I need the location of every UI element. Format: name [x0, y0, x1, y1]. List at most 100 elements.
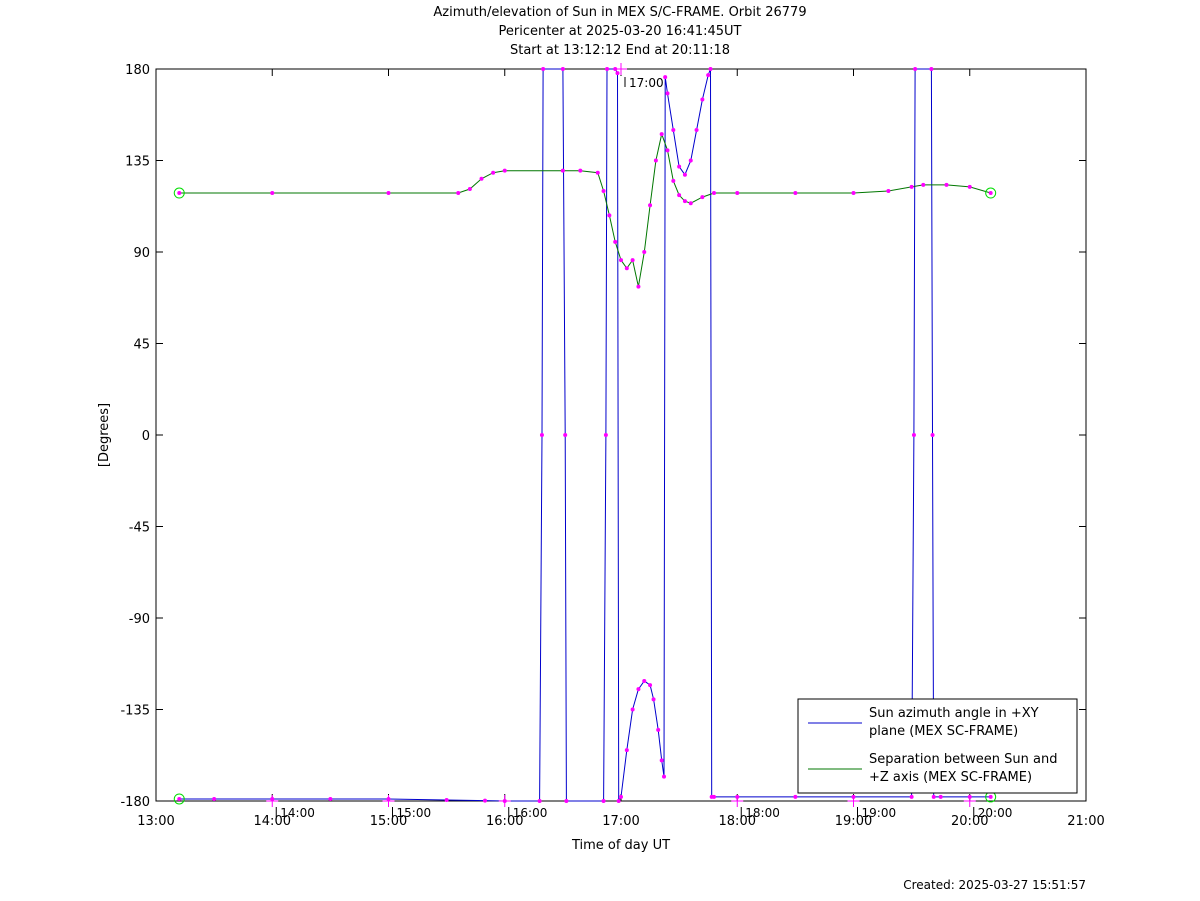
- hour-marker-label: 18:00: [745, 806, 780, 820]
- azimuth-data-point: [706, 73, 711, 78]
- azimuth-data-point: [913, 67, 918, 71]
- legend-label-separation-line2: +Z axis (MEX SC-FRAME): [869, 770, 1032, 785]
- azimuth-data-point: [930, 433, 935, 437]
- azimuth-data-point: [563, 433, 568, 437]
- separation-data-point: [479, 176, 484, 181]
- azimuth-data-point: [560, 67, 565, 71]
- separation-data-point: [665, 148, 670, 153]
- hour-marker-label: 20:00: [978, 806, 1013, 820]
- legend-label-azimuth-line1: Sun azimuth angle in +XY: [869, 706, 1039, 721]
- azimuth-data-point: [663, 75, 668, 80]
- separation-data-point: [595, 170, 600, 175]
- azimuth-data-point: [708, 67, 713, 71]
- azimuth-data-point: [624, 748, 629, 753]
- azimuth-data-point: [482, 798, 487, 803]
- azimuth-data-point: [988, 794, 993, 799]
- y-tick-label: 0: [142, 429, 150, 444]
- azimuth-data-point: [911, 433, 916, 437]
- hour-marker-label: 14:00: [280, 806, 315, 820]
- x-tick-label: 18:00: [719, 814, 756, 829]
- azimuth-data-point: [938, 794, 943, 799]
- azimuth-data-point: [615, 71, 620, 76]
- azimuth-data-point: [793, 794, 798, 799]
- separation-data-point: [909, 184, 914, 189]
- separation-data-point: [793, 191, 798, 196]
- y-tick-label: -180: [120, 795, 150, 810]
- azimuth-data-point: [564, 799, 569, 803]
- separation-data-point: [653, 158, 658, 163]
- separation-data-point: [491, 170, 496, 175]
- y-tick-label: -45: [129, 521, 150, 536]
- hour-marker-label: 17:00: [629, 76, 664, 90]
- azimuth-data-point: [665, 91, 670, 96]
- separation-data-point: [659, 132, 664, 137]
- azimuth-data-point: [444, 797, 449, 802]
- azimuth-data-point: [539, 433, 544, 437]
- separation-data-point: [886, 189, 891, 193]
- separation-data-point: [682, 199, 687, 204]
- azimuth-data-point: [603, 433, 608, 437]
- separation-data-point: [944, 182, 949, 187]
- y-tick-label: -90: [129, 612, 150, 627]
- azimuth-endpoint-marker: [173, 793, 185, 805]
- separation-data-point: [630, 258, 635, 263]
- chart-subtitle-range: Start at 13:12:12 End at 20:11:18: [509, 43, 731, 58]
- separation-data-point: [560, 168, 565, 173]
- separation-data-point: [921, 182, 926, 187]
- azimuth-data-point: [700, 97, 705, 102]
- azimuth-data-point: [541, 67, 546, 71]
- series-line-azimuth: [179, 68, 991, 803]
- plot-frame: [155, 68, 1087, 802]
- azimuth-data-point: [619, 794, 623, 799]
- azimuth-data-point: [712, 794, 716, 799]
- x-axis-label: Time of day UT: [571, 838, 670, 853]
- hour-marker-label: 15:00: [397, 806, 432, 820]
- azimuth-data-point: [662, 774, 667, 779]
- x-tick-label: 21:00: [1067, 814, 1104, 829]
- legend-label-separation-line1: Separation between Sun and: [869, 752, 1057, 767]
- hour-marker-label: 19:00: [862, 806, 897, 820]
- separation-data-point: [624, 266, 629, 271]
- separation-data-point: [988, 191, 993, 196]
- azimuth-data-point: [671, 128, 676, 132]
- azimuth-data-point: [177, 796, 182, 801]
- separation-data-point: [712, 191, 716, 196]
- separation-data-point: [677, 193, 682, 198]
- azimuth-data-point: [931, 794, 936, 799]
- x-tick-label: 20:00: [951, 814, 988, 829]
- separation-data-point: [467, 186, 472, 191]
- separation-data-point: [671, 178, 676, 183]
- azimuth-data-point: [651, 697, 656, 702]
- azimuth-data-point: [630, 707, 635, 712]
- azimuth-data-point: [694, 128, 699, 132]
- separation-data-point: [688, 201, 693, 206]
- azimuth-data-point: [212, 796, 217, 801]
- created-timestamp: Created: 2025-03-27 15:51:57: [903, 878, 1086, 892]
- separation-data-point: [177, 191, 182, 196]
- y-axis-label: [Degrees]: [97, 403, 112, 467]
- azimuth-data-point: [636, 687, 641, 692]
- azimuth-data-point: [677, 164, 682, 169]
- x-tick-label: 15:00: [370, 814, 407, 829]
- separation-data-point: [636, 284, 641, 289]
- y-tick-label: -135: [120, 704, 150, 719]
- separation-data-point: [735, 191, 740, 196]
- separation-data-point: [613, 239, 618, 244]
- separation-endpoint-marker: [985, 187, 997, 199]
- azimuth-data-point: [605, 67, 610, 71]
- series-line-separation: [179, 132, 991, 287]
- azimuth-data-point: [328, 796, 333, 801]
- azimuth-data-point: [642, 679, 647, 684]
- separation-data-point: [967, 184, 972, 189]
- separation-data-point: [578, 168, 583, 173]
- azimuth-data-point: [648, 683, 653, 688]
- x-tick-label: 13:00: [137, 814, 174, 829]
- separation-data-point: [619, 258, 623, 263]
- y-tick-label: 45: [133, 338, 150, 353]
- x-tick-label: 19:00: [835, 814, 872, 829]
- legend: Sun azimuth angle in +XY plane (MEX SC-F…: [797, 698, 1078, 794]
- separation-data-point: [270, 191, 275, 196]
- x-tick-label: 17:00: [602, 814, 639, 829]
- azimuth-data-point: [929, 67, 934, 71]
